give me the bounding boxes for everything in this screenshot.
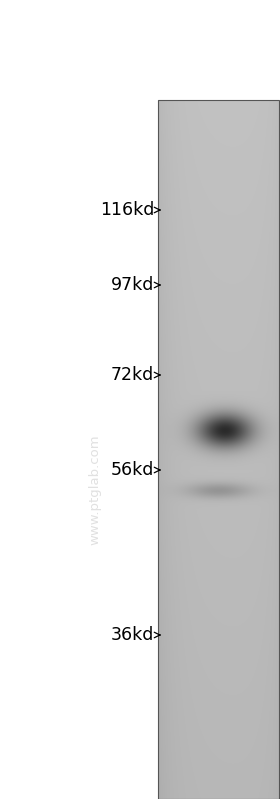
Text: 97kd: 97kd <box>111 276 154 294</box>
Text: 56kd: 56kd <box>111 461 154 479</box>
Text: www.ptglab.com: www.ptglab.com <box>88 435 101 545</box>
Text: 116kd: 116kd <box>100 201 154 219</box>
Bar <box>158 100 279 799</box>
Text: 36kd: 36kd <box>111 626 154 644</box>
Text: 72kd: 72kd <box>111 366 154 384</box>
